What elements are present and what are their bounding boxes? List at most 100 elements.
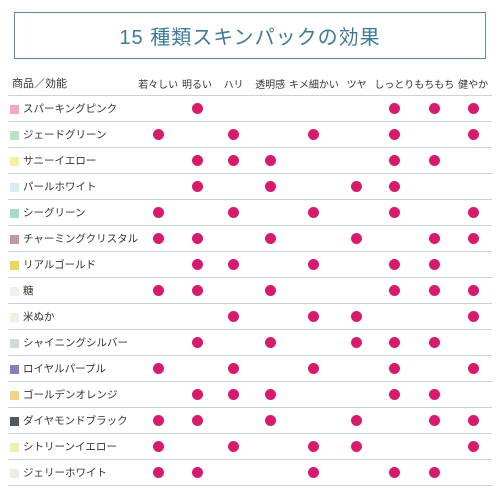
mark-cell [251, 252, 289, 278]
mark-cell [414, 226, 454, 252]
mark-cell [251, 278, 289, 304]
table-row: 米ぬか [8, 304, 492, 330]
color-swatch [10, 209, 19, 218]
mark-cell [178, 148, 216, 174]
table-row: シーグリーン [8, 200, 492, 226]
product-name: シトリーンイエロー [23, 441, 117, 453]
mark-cell [251, 434, 289, 460]
product-name: チャーミングクリスタル [23, 233, 138, 245]
mark-cell [289, 200, 339, 226]
mark-cell [251, 304, 289, 330]
product-name-cell: パールホワイト [8, 174, 138, 200]
dot-icon [389, 363, 400, 374]
mark-cell [138, 304, 178, 330]
mark-cell [454, 252, 492, 278]
mark-cell [414, 460, 454, 486]
table-header-row: 商品／効能 若々しい明るいハリ透明感キメ細かいツヤしっとりもちもち健やか [8, 73, 492, 96]
mark-cell [289, 96, 339, 122]
dot-icon [389, 389, 400, 400]
color-swatch [10, 105, 19, 114]
mark-cell [138, 148, 178, 174]
mark-cell [216, 252, 251, 278]
dot-icon [389, 207, 400, 218]
mark-cell [289, 460, 339, 486]
product-name-cell: サニーイエロー [8, 148, 138, 174]
mark-cell [178, 226, 216, 252]
mark-cell [138, 330, 178, 356]
dot-icon [468, 207, 479, 218]
effects-table: 商品／効能 若々しい明るいハリ透明感キメ細かいツヤしっとりもちもち健やか スパー… [8, 73, 492, 486]
dot-icon [192, 103, 203, 114]
color-swatch [10, 287, 19, 296]
mark-cell [138, 226, 178, 252]
product-name: シャイニングシルバー [23, 337, 128, 349]
header-product-effect: 商品／効能 [8, 73, 138, 96]
mark-cell [216, 304, 251, 330]
dot-icon [468, 415, 479, 426]
mark-cell [374, 200, 414, 226]
dot-icon [153, 129, 164, 140]
mark-cell [374, 174, 414, 200]
table-row: ジェリーホワイト [8, 460, 492, 486]
mark-cell [374, 96, 414, 122]
column-header: ハリ [216, 73, 251, 96]
mark-cell [374, 330, 414, 356]
mark-cell [414, 174, 454, 200]
dot-icon [429, 467, 440, 478]
mark-cell [374, 226, 414, 252]
product-name: ロイヤルパープル [23, 363, 106, 375]
mark-cell [454, 382, 492, 408]
dot-icon [265, 155, 276, 166]
mark-cell [339, 382, 374, 408]
mark-cell [454, 460, 492, 486]
mark-cell [138, 174, 178, 200]
dot-icon [468, 129, 479, 140]
color-swatch [10, 339, 19, 348]
color-swatch [10, 261, 19, 270]
product-name: パールホワイト [23, 181, 97, 193]
product-name-cell: シーグリーン [8, 200, 138, 226]
mark-cell [374, 382, 414, 408]
dot-icon [429, 155, 440, 166]
mark-cell [454, 330, 492, 356]
table-row: シトリーンイエロー [8, 434, 492, 460]
mark-cell [289, 174, 339, 200]
mark-cell [454, 356, 492, 382]
mark-cell [454, 434, 492, 460]
dot-icon [389, 129, 400, 140]
product-name: ジェリーホワイト [23, 467, 107, 479]
mark-cell [339, 226, 374, 252]
dot-icon [389, 181, 400, 192]
dot-icon [308, 441, 319, 452]
mark-cell [339, 96, 374, 122]
mark-cell [289, 382, 339, 408]
product-name-cell: チャーミングクリスタル [8, 226, 138, 252]
dot-icon [265, 285, 276, 296]
mark-cell [374, 278, 414, 304]
dot-icon [228, 207, 239, 218]
dot-icon [429, 285, 440, 296]
mark-cell [374, 356, 414, 382]
mark-cell [374, 304, 414, 330]
mark-cell [138, 408, 178, 434]
mark-cell [339, 252, 374, 278]
color-swatch [10, 313, 19, 322]
product-name: ゴールデンオレンジ [23, 389, 118, 401]
dot-icon [192, 233, 203, 244]
dot-icon [389, 337, 400, 348]
mark-cell [374, 252, 414, 278]
mark-cell [454, 226, 492, 252]
mark-cell [289, 148, 339, 174]
column-header: 若々しい [138, 73, 178, 96]
mark-cell [339, 304, 374, 330]
product-name-cell: ダイヤモンドブラック [8, 408, 138, 434]
dot-icon [192, 415, 203, 426]
product-name-cell: ロイヤルパープル [8, 356, 138, 382]
mark-cell [138, 460, 178, 486]
mark-cell [414, 330, 454, 356]
mark-cell [138, 200, 178, 226]
dot-icon [429, 259, 440, 270]
dot-icon [228, 363, 239, 374]
mark-cell [454, 148, 492, 174]
dot-icon [228, 441, 239, 452]
